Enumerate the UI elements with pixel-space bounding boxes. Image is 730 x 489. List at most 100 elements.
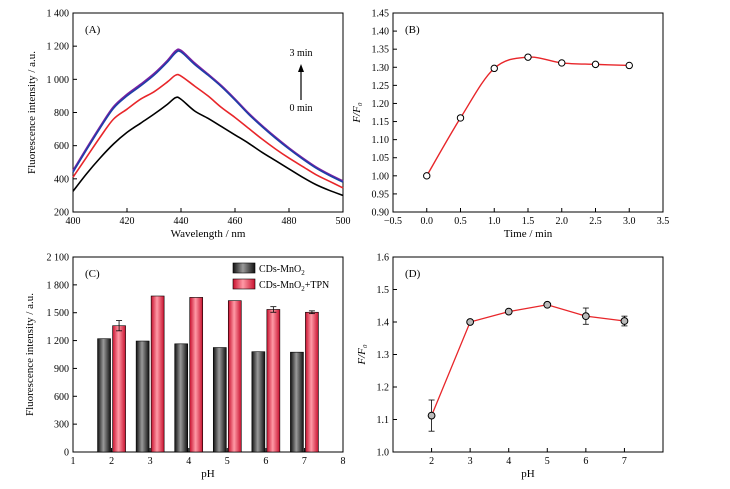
spectrum-line xyxy=(72,48,344,182)
spectrum-line xyxy=(72,73,344,189)
y-axis-label: F/F₀ xyxy=(351,102,363,123)
y-tick-label: 1.3 xyxy=(377,350,390,361)
data-point xyxy=(490,64,498,73)
bar xyxy=(212,347,227,453)
y-tick-label: 1.45 xyxy=(372,9,390,20)
y-tick-label: 200 xyxy=(54,208,69,219)
y-tick-label: 900 xyxy=(54,364,69,375)
panel-d: 2 3 4 5 6 7 1.0 1.1 1.2 1.3 1.4 1.5 1.6 (D) pH F/F₀ xyxy=(356,253,664,480)
y-axis-label: Fluorescence intensity / a.u. xyxy=(24,293,36,416)
x-tick-label: 5 xyxy=(545,456,550,467)
x-tick-label: 6 xyxy=(583,456,588,467)
y-tick-label: 1.35 xyxy=(372,45,390,56)
data-line xyxy=(430,304,625,416)
data-point xyxy=(427,411,436,420)
y-tick-label: 1.4 xyxy=(377,318,390,329)
bar xyxy=(150,295,165,453)
x-tick-label: 7 xyxy=(302,456,307,467)
x-tick-label: 8 xyxy=(341,456,346,467)
y-tick-label: 600 xyxy=(54,392,69,403)
x-axis-label: pH xyxy=(201,468,215,480)
panel-label: (D) xyxy=(405,268,421,280)
x-tick-label: 7 xyxy=(622,456,627,467)
spectrum-line xyxy=(72,50,344,183)
bar xyxy=(174,343,189,453)
y-tick-label: 800 xyxy=(54,108,69,119)
y-axis-label: F/F₀ xyxy=(356,344,368,365)
y-tick-label: 1 200 xyxy=(47,42,70,53)
y-tick-label: 1.25 xyxy=(372,81,390,92)
y-tick-label: 1 800 xyxy=(47,280,70,291)
legend-swatch xyxy=(232,262,256,274)
x-tick-label: 400 xyxy=(66,216,81,227)
y-tick-label: 0.90 xyxy=(372,208,390,219)
y-tick-label: 1 200 xyxy=(47,336,70,347)
y-tick-label: 600 xyxy=(54,141,69,152)
data-point xyxy=(620,317,629,325)
annotation-0min: 0 min xyxy=(289,103,312,114)
legend-label: CDs-MnO2+TPN xyxy=(259,280,329,293)
x-tick-label: 4 xyxy=(186,456,191,467)
panel-b: −0.5 0.0 0.5 1.0 1.5 2.0 2.5 3.0 3.5 0.90 0.95 1.00… xyxy=(351,9,669,241)
y-tick-label: 1 000 xyxy=(47,75,70,86)
x-tick-label: 4 xyxy=(506,456,511,467)
x-tick-label: 3.5 xyxy=(657,216,670,227)
bar xyxy=(305,311,319,453)
data-point xyxy=(524,53,532,61)
x-tick-label: 500 xyxy=(336,216,351,227)
x-tick-label: 460 xyxy=(228,216,243,227)
x-axis-label: pH xyxy=(521,468,535,480)
x-tick-label: 3.0 xyxy=(623,216,636,227)
x-tick-label: 1.5 xyxy=(522,216,535,227)
y-tick-label: 400 xyxy=(54,174,69,185)
data-point xyxy=(466,318,475,326)
plot-frame xyxy=(72,256,344,453)
x-axis-label: Time / min xyxy=(504,228,553,240)
bar xyxy=(97,338,111,453)
y-tick-label: 0.95 xyxy=(372,189,390,200)
x-tick-label: 3 xyxy=(148,456,153,467)
plot-frame xyxy=(392,256,664,453)
x-tick-label: 440 xyxy=(174,216,189,227)
x-tick-label: 3 xyxy=(468,456,473,467)
x-tick-label: 420 xyxy=(120,216,135,227)
y-tick-label: 1.6 xyxy=(377,253,390,264)
x-axis-label: Wavelength / nm xyxy=(171,228,246,240)
legend-swatch xyxy=(232,278,256,290)
bar xyxy=(189,297,204,453)
panel-label: (C) xyxy=(85,268,100,280)
x-tick-label: 2 xyxy=(109,456,114,467)
panel-c: 1 2 3 4 5 6 7 8 0 300 600 900 1 200 1 500 1 800 2 100 (C… xyxy=(24,253,346,481)
panel-label: (B) xyxy=(405,24,420,36)
data-point xyxy=(543,300,552,309)
y-tick-label: 1.00 xyxy=(372,171,390,182)
y-tick-label: 1.1 xyxy=(377,415,390,426)
y-tick-label: 1.15 xyxy=(372,117,390,128)
data-point xyxy=(456,114,465,122)
y-tick-label: 0 xyxy=(64,448,69,459)
x-tick-label: −0.5 xyxy=(384,216,402,227)
arrow-head-icon xyxy=(298,64,304,72)
data-point xyxy=(625,61,633,70)
annotation-3min: 3 min xyxy=(289,48,312,59)
bar xyxy=(135,340,150,453)
x-tick-label: 2 xyxy=(429,456,434,467)
plot-frame xyxy=(392,12,664,213)
x-tick-label: 2.0 xyxy=(556,216,569,227)
bar xyxy=(227,300,242,453)
y-tick-label: 1.05 xyxy=(372,153,390,164)
x-tick-label: 480 xyxy=(282,216,297,227)
y-tick-label: 1.2 xyxy=(377,383,390,394)
data-point xyxy=(504,307,513,316)
data-point xyxy=(423,172,431,180)
data-point xyxy=(558,59,566,67)
y-tick-label: 1.30 xyxy=(372,63,390,74)
y-tick-label: 300 xyxy=(54,420,69,431)
spectrum-line xyxy=(72,96,344,197)
data-point xyxy=(591,60,600,69)
bar xyxy=(290,351,304,453)
x-tick-label: 6 xyxy=(263,456,268,467)
x-tick-label: 2.5 xyxy=(589,216,602,227)
